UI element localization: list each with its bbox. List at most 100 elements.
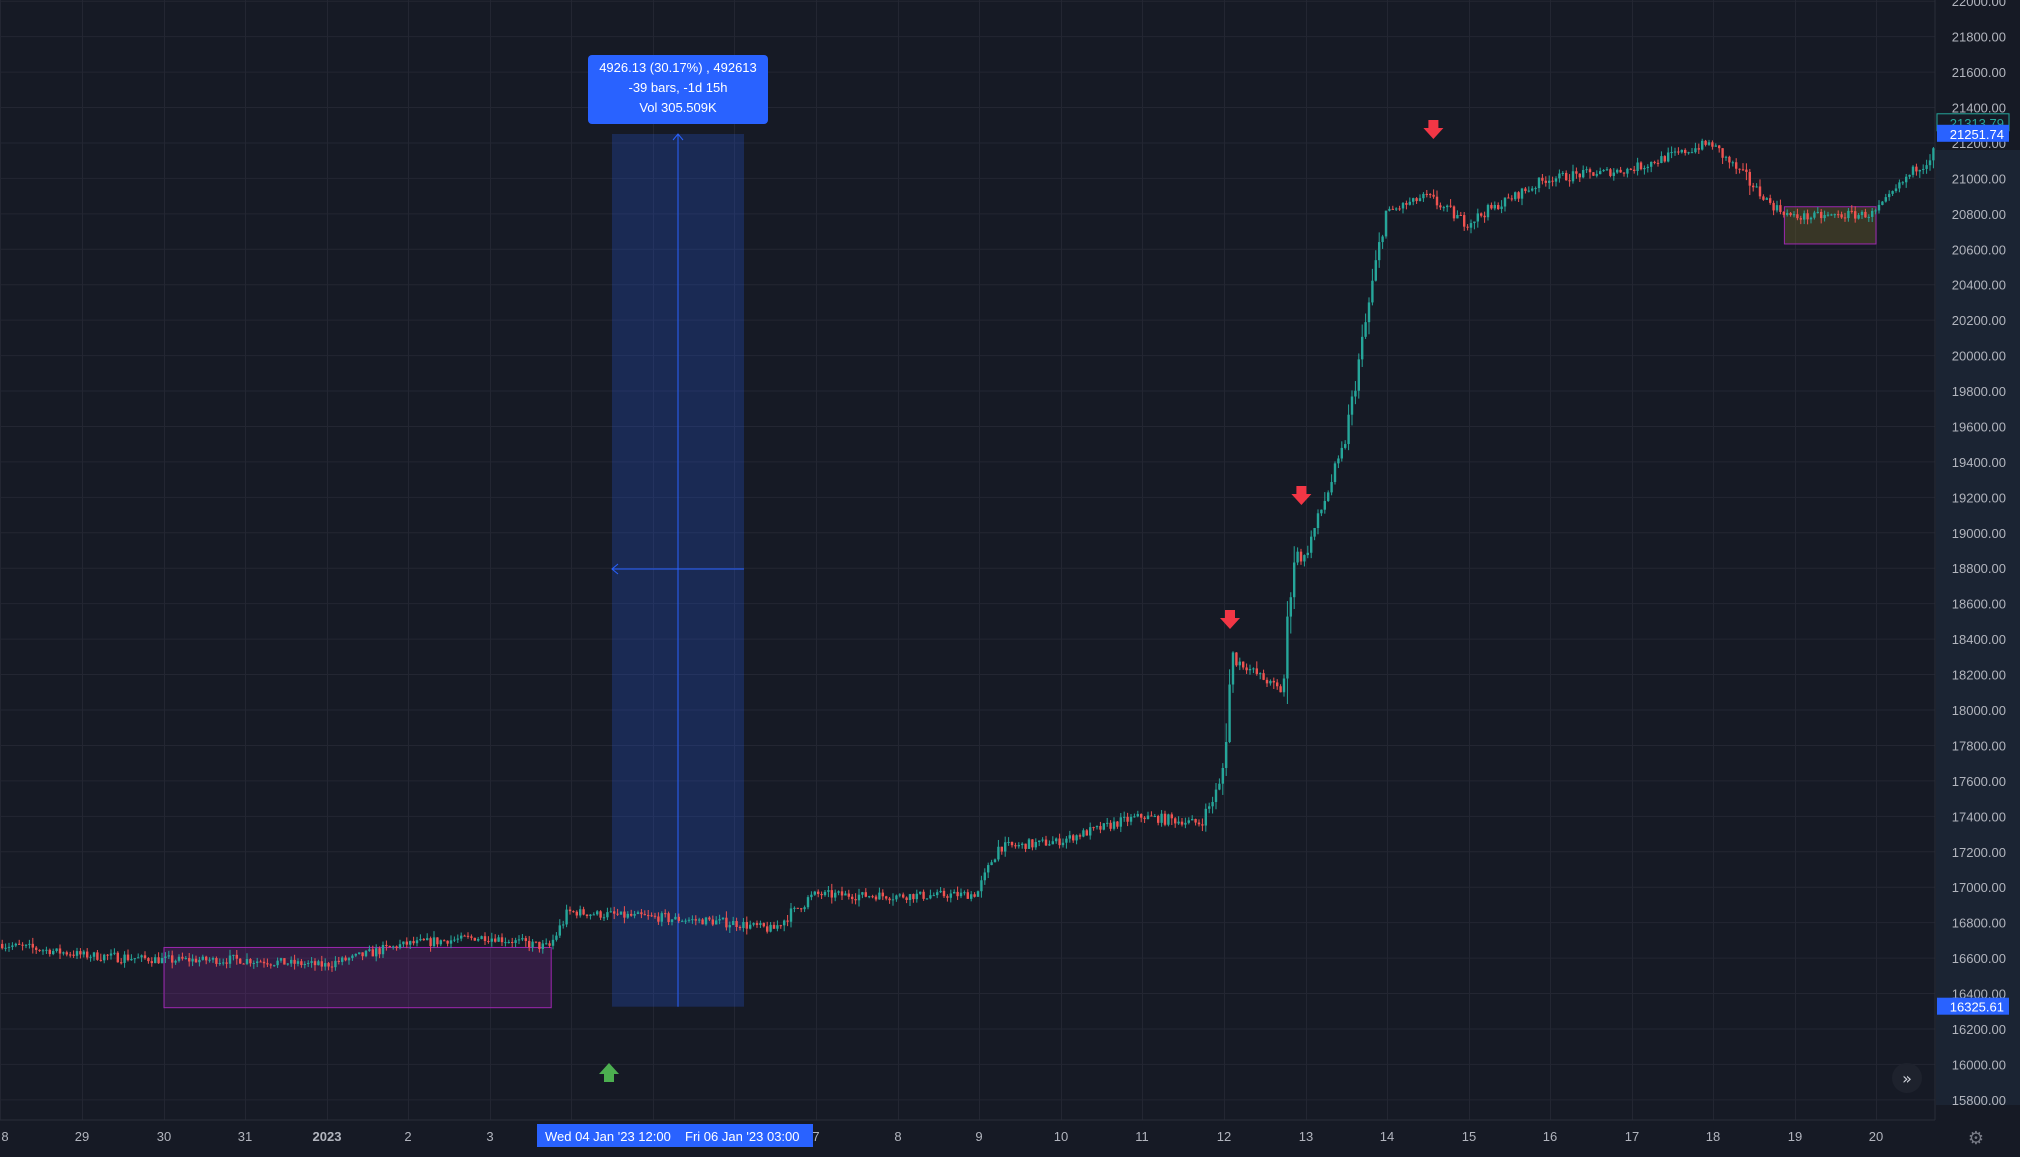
candle-body [1398, 208, 1401, 210]
candle-body [1388, 208, 1391, 211]
current-price-label: 21251.74 [1937, 124, 2009, 142]
candle-body [24, 944, 28, 946]
candle-body [670, 919, 674, 923]
candle-body [1146, 815, 1150, 820]
candle-body [1697, 148, 1700, 150]
candle-body [1867, 216, 1870, 218]
candle-body [1898, 182, 1901, 189]
candle-body [1439, 205, 1442, 208]
candle-body [41, 950, 45, 952]
candle-body [1813, 212, 1816, 218]
candle-body [643, 914, 646, 916]
candle-body [1272, 680, 1275, 683]
candle-body [528, 940, 531, 948]
candle-body [276, 960, 279, 966]
candle-body [1575, 171, 1578, 174]
candle-body [160, 957, 164, 964]
candle-body [575, 911, 578, 916]
candle-body [823, 891, 827, 896]
measure-tool-region[interactable] [611, 133, 744, 1007]
candle-body [198, 959, 201, 963]
candle-body [1724, 156, 1728, 158]
candle-body [1928, 160, 1932, 166]
scroll-to-realtime-button[interactable]: » [1892, 1063, 1922, 1093]
price-axis[interactable]: 22000.0021800.0021600.0021400.0021200.00… [1934, 0, 2020, 1157]
candle-body [769, 924, 772, 932]
candle-body [1092, 827, 1095, 829]
candle-body [1473, 221, 1476, 224]
candle-body [1650, 161, 1653, 167]
price-tick-label: 18600.00 [1952, 597, 2006, 612]
rectangle-drawings[interactable] [163, 206, 1877, 1009]
price-tick-label: 15800.00 [1952, 1093, 2006, 1108]
price-tick-label: 16200.00 [1952, 1022, 2006, 1037]
candle-body [1507, 197, 1510, 199]
candle-body [439, 940, 442, 945]
candle-body [1099, 826, 1102, 830]
candle-body [1531, 188, 1534, 191]
candle-body [150, 961, 153, 964]
candle-body [1408, 201, 1411, 205]
candle-body [667, 913, 670, 923]
candle-body [14, 943, 17, 946]
measure-arrow-up [672, 133, 684, 141]
time-range-highlight [537, 1124, 813, 1147]
candle-body [1337, 458, 1340, 464]
candle-body [973, 894, 976, 897]
candle-body [555, 935, 558, 940]
candle-body [480, 936, 483, 940]
candle-body [874, 896, 878, 900]
candle-body [633, 913, 636, 916]
price-tick-label: 18200.00 [1952, 668, 2006, 683]
candle-body [473, 937, 476, 941]
candle-body [1571, 171, 1575, 182]
candle-body [1480, 213, 1483, 216]
candle-body [75, 951, 79, 956]
candle-body [1728, 156, 1731, 163]
candle-body [1068, 835, 1071, 839]
candle-body [1816, 211, 1819, 213]
settings-gear-icon[interactable]: ⚙ [1967, 1127, 1985, 1149]
candle-body [1619, 169, 1622, 173]
time-tick-label: 9 [975, 1129, 982, 1144]
candle-body [1592, 172, 1595, 176]
candle-body [242, 963, 245, 965]
candle-body [1466, 226, 1469, 228]
candle-body [681, 920, 684, 922]
candle-body [990, 862, 993, 866]
candle-body [330, 966, 334, 968]
candle-body [1667, 152, 1670, 162]
candle-body [364, 950, 368, 957]
candle-body [1660, 156, 1663, 164]
candle-body [1609, 169, 1612, 176]
candle-body [347, 958, 351, 961]
candle-body [796, 907, 799, 909]
candle-body [1112, 821, 1116, 829]
time-tick-label: 3 [486, 1129, 493, 1144]
candle-body [1143, 817, 1146, 820]
candle-body [1527, 190, 1530, 192]
candle-body [1010, 841, 1014, 846]
candle-body [728, 925, 731, 928]
price-axis-highlight [1936, 150, 2020, 1105]
candle-body [1558, 173, 1561, 179]
candle-body [1218, 783, 1221, 790]
candle-body [1633, 169, 1636, 171]
candle-body [1225, 741, 1228, 768]
candle-body [1823, 215, 1826, 219]
candle-body [402, 941, 405, 945]
candle-body [1745, 169, 1748, 172]
candle-body [521, 938, 524, 940]
candle-body [1367, 302, 1371, 323]
time-axis[interactable]: 8 29 30 31 2023 2 3 7 8 9 10 11 12 13 14 15 16 17 18 19 20 We… [0, 1119, 1935, 1147]
candle-body [895, 895, 898, 900]
candle-body [1153, 816, 1156, 818]
candle-body [351, 955, 354, 959]
candle-body [953, 891, 956, 894]
candle-body [409, 941, 412, 945]
candle-body [1228, 684, 1231, 742]
candle-body [245, 959, 249, 964]
candle-body [1711, 142, 1714, 147]
